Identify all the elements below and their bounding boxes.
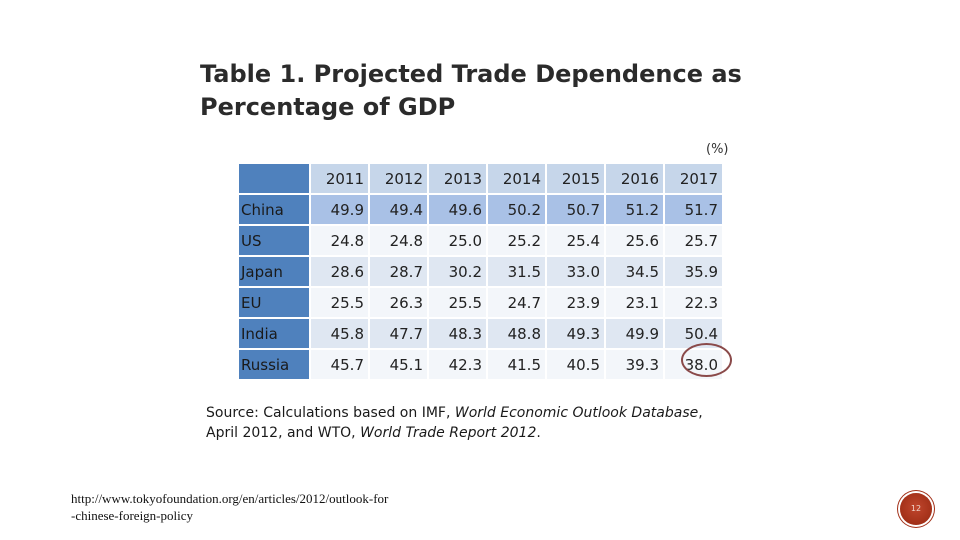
table-header-row: 2011 2012 2013 2014 2015 2016 2017: [239, 164, 722, 193]
table-cell: 34.5: [606, 257, 663, 286]
source-middle: , April 2012, and WTO,: [206, 405, 703, 441]
table-cell: 23.9: [547, 288, 604, 317]
column-header: 2013: [429, 164, 486, 193]
table-cell: 41.5: [488, 350, 545, 379]
table-cell: 25.0: [429, 226, 486, 255]
table-row: Russia 45.7 45.1 42.3 41.5 40.5 39.3 38.…: [239, 350, 722, 379]
table-cell: 25.6: [606, 226, 663, 255]
table-row: Japan 28.6 28.7 30.2 31.5 33.0 34.5 35.9: [239, 257, 722, 286]
table-row: India 45.8 47.7 48.3 48.8 49.3 49.9 50.4: [239, 319, 722, 348]
table-cell: 48.8: [488, 319, 545, 348]
table-cell: 25.4: [547, 226, 604, 255]
table-row: China 49.9 49.4 49.6 50.2 50.7 51.2 51.7: [239, 195, 722, 224]
table-cell: 50.7: [547, 195, 604, 224]
table-cell: 25.2: [488, 226, 545, 255]
table-cell: 24.8: [311, 226, 368, 255]
table-cell: 47.7: [370, 319, 427, 348]
source-url[interactable]: http://www.tokyofoundation.org/en/articl…: [71, 491, 389, 523]
unit-label: (%): [706, 142, 729, 157]
row-label: Russia: [239, 350, 309, 379]
slide-number-badge: 12: [900, 493, 932, 525]
column-header: 2011: [311, 164, 368, 193]
column-header: 2015: [547, 164, 604, 193]
row-label: EU: [239, 288, 309, 317]
table-cell: 24.7: [488, 288, 545, 317]
trade-dependence-table: 2011 2012 2013 2014 2015 2016 2017 China…: [237, 162, 724, 381]
table-cell: 25.5: [311, 288, 368, 317]
row-label: India: [239, 319, 309, 348]
table-cell: 39.3: [606, 350, 663, 379]
table-corner-cell: [239, 164, 309, 193]
table-cell: 50.4: [665, 319, 722, 348]
table-cell: 45.1: [370, 350, 427, 379]
table-cell: 26.3: [370, 288, 427, 317]
table-cell: 28.7: [370, 257, 427, 286]
table-cell: 42.3: [429, 350, 486, 379]
column-header: 2017: [665, 164, 722, 193]
table-cell: 22.3: [665, 288, 722, 317]
highlight-circle: [681, 343, 732, 377]
table-cell: 31.5: [488, 257, 545, 286]
source-end: .: [536, 425, 541, 441]
table-cell: 49.6: [429, 195, 486, 224]
table-cell: 51.2: [606, 195, 663, 224]
table-cell: 30.2: [429, 257, 486, 286]
table-cell: 50.2: [488, 195, 545, 224]
source-note: Source: Calculations based on IMF, World…: [206, 403, 736, 443]
table-cell: 33.0: [547, 257, 604, 286]
table-cell: 48.3: [429, 319, 486, 348]
table-row: US 24.8 24.8 25.0 25.2 25.4 25.6 25.7: [239, 226, 722, 255]
table-cell: 49.3: [547, 319, 604, 348]
source-weo-title: World Economic Outlook Database: [454, 405, 699, 421]
column-header: 2014: [488, 164, 545, 193]
column-header: 2016: [606, 164, 663, 193]
table-cell: 28.6: [311, 257, 368, 286]
table-cell: 45.8: [311, 319, 368, 348]
row-label: Japan: [239, 257, 309, 286]
table-cell: 40.5: [547, 350, 604, 379]
table-cell: 49.4: [370, 195, 427, 224]
table-cell: 45.7: [311, 350, 368, 379]
row-label: China: [239, 195, 309, 224]
slide-title: Table 1. Projected Trade Dependence as P…: [200, 60, 742, 121]
table-cell: 25.5: [429, 288, 486, 317]
table-cell: 49.9: [606, 319, 663, 348]
table-cell: 23.1: [606, 288, 663, 317]
source-prefix: Source: Calculations based on IMF,: [206, 405, 451, 421]
table-cell: 35.9: [665, 257, 722, 286]
column-header: 2012: [370, 164, 427, 193]
table-row: EU 25.5 26.3 25.5 24.7 23.9 23.1 22.3: [239, 288, 722, 317]
row-label: US: [239, 226, 309, 255]
table-cell: 25.7: [665, 226, 722, 255]
table-cell: 24.8: [370, 226, 427, 255]
source-wtr-title: World Trade Report 2012: [360, 425, 537, 441]
table-cell: 51.7: [665, 195, 722, 224]
table-cell: 49.9: [311, 195, 368, 224]
